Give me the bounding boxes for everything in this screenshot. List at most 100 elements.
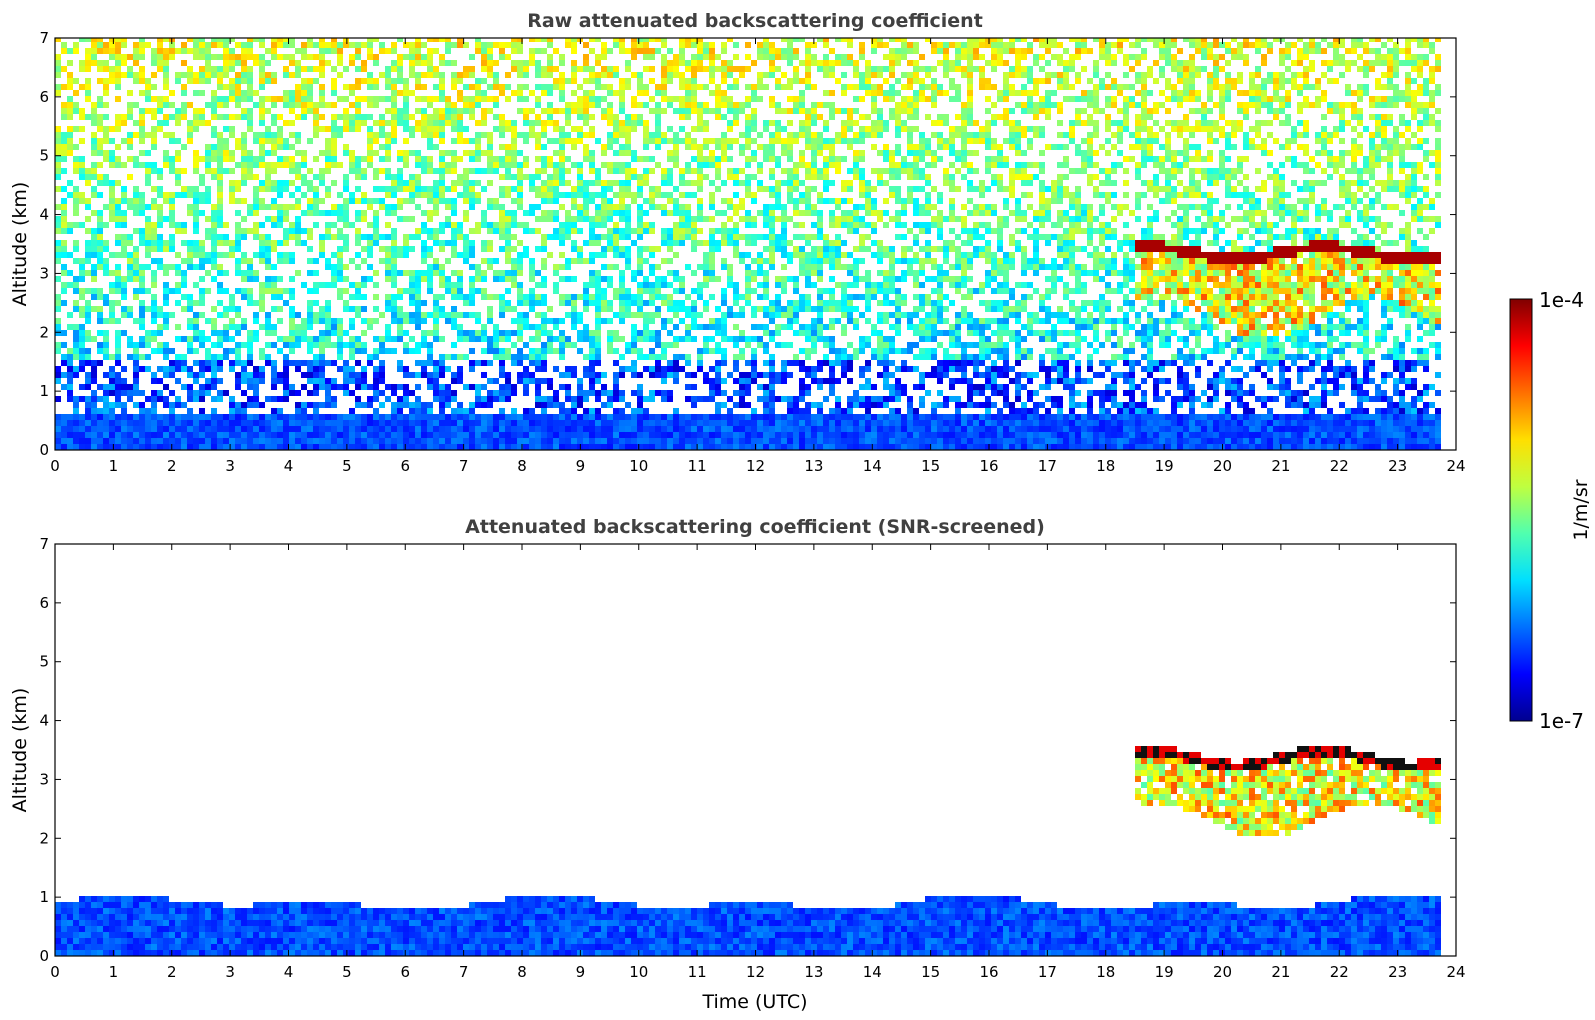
heatmap-cell bbox=[217, 264, 223, 270]
heatmap-cell bbox=[613, 168, 619, 174]
heatmap-cell bbox=[247, 396, 253, 402]
heatmap-cell bbox=[295, 228, 301, 234]
heatmap-cell bbox=[157, 126, 163, 132]
heatmap-cell bbox=[109, 444, 115, 450]
heatmap-cell bbox=[637, 72, 643, 78]
heatmap-cell bbox=[643, 198, 649, 204]
heatmap-cell bbox=[403, 246, 409, 252]
heatmap-cell bbox=[337, 264, 343, 270]
heatmap-cell bbox=[79, 126, 85, 132]
heatmap-cell bbox=[739, 306, 745, 312]
heatmap-cell bbox=[151, 372, 157, 378]
heatmap-cell bbox=[487, 180, 493, 186]
heatmap-cell bbox=[109, 186, 115, 192]
heatmap-cell bbox=[343, 372, 349, 378]
heatmap-cell bbox=[613, 294, 619, 300]
heatmap-cell bbox=[145, 306, 151, 312]
heatmap-cell bbox=[427, 252, 433, 258]
heatmap-cell bbox=[619, 108, 625, 114]
heatmap-cell bbox=[571, 420, 577, 426]
heatmap-cell bbox=[727, 444, 733, 450]
heatmap-cell bbox=[139, 288, 145, 294]
heatmap-cell bbox=[703, 276, 709, 282]
heatmap-cell bbox=[565, 216, 571, 222]
heatmap-cell bbox=[745, 288, 751, 294]
heatmap-cell bbox=[619, 150, 625, 156]
heatmap-cell bbox=[409, 48, 415, 54]
heatmap-cell bbox=[595, 354, 601, 360]
heatmap-cell bbox=[463, 420, 469, 426]
heatmap-cell bbox=[709, 48, 715, 54]
heatmap-cell bbox=[637, 216, 643, 222]
heatmap-cell bbox=[739, 396, 745, 402]
heatmap-cell bbox=[715, 360, 721, 366]
heatmap-cell bbox=[163, 372, 169, 378]
heatmap-cell bbox=[55, 150, 61, 156]
heatmap-cell bbox=[61, 210, 67, 216]
heatmap-cell bbox=[397, 72, 403, 78]
heatmap-cell bbox=[757, 414, 763, 420]
heatmap-cell bbox=[481, 66, 487, 72]
heatmap-cell bbox=[763, 246, 769, 252]
heatmap-cell bbox=[625, 288, 631, 294]
heatmap-cell bbox=[619, 420, 625, 426]
heatmap-cell bbox=[277, 432, 283, 438]
heatmap-cell bbox=[487, 168, 493, 174]
heatmap-cell bbox=[217, 222, 223, 228]
heatmap-cell bbox=[109, 306, 115, 312]
heatmap-cell bbox=[151, 432, 157, 438]
heatmap-cell bbox=[373, 318, 379, 324]
heatmap-cell bbox=[463, 252, 469, 258]
heatmap-cell bbox=[667, 396, 673, 402]
heatmap-cell bbox=[421, 108, 427, 114]
heatmap-cell bbox=[595, 360, 601, 366]
heatmap-cell bbox=[607, 138, 613, 144]
heatmap-cell bbox=[163, 288, 169, 294]
heatmap-cell bbox=[67, 438, 73, 444]
heatmap-cell bbox=[445, 96, 451, 102]
heatmap-cell bbox=[79, 396, 85, 402]
heatmap-cell bbox=[469, 294, 475, 300]
heatmap-cell bbox=[349, 444, 355, 450]
heatmap-cell bbox=[769, 264, 775, 270]
heatmap-cell bbox=[679, 60, 685, 66]
heatmap-cell bbox=[457, 336, 463, 342]
heatmap-cell bbox=[439, 426, 445, 432]
heatmap-cell bbox=[241, 174, 247, 180]
heatmap-cell bbox=[271, 72, 277, 78]
heatmap-cell bbox=[277, 180, 283, 186]
heatmap-cell bbox=[97, 408, 103, 414]
heatmap-cell bbox=[709, 156, 715, 162]
heatmap-cell bbox=[445, 282, 451, 288]
heatmap-cell bbox=[421, 252, 427, 258]
heatmap-cell bbox=[331, 38, 337, 42]
heatmap-cell bbox=[109, 156, 115, 162]
heatmap-cell bbox=[307, 402, 313, 408]
heatmap-cell bbox=[547, 180, 553, 186]
heatmap-cell bbox=[169, 132, 175, 138]
heatmap-cell bbox=[73, 336, 79, 342]
heatmap-cell bbox=[385, 258, 391, 264]
heatmap-cell bbox=[517, 336, 523, 342]
heatmap-cell bbox=[181, 102, 187, 108]
heatmap-cell bbox=[157, 396, 163, 402]
heatmap-cell bbox=[445, 186, 451, 192]
heatmap-cell bbox=[145, 342, 151, 348]
heatmap-cell bbox=[751, 126, 757, 132]
heatmap-cell bbox=[613, 180, 619, 186]
heatmap-cell bbox=[445, 108, 451, 114]
heatmap-cell bbox=[259, 42, 265, 48]
heatmap-cell bbox=[61, 288, 67, 294]
heatmap-cell bbox=[547, 432, 553, 438]
heatmap-cell bbox=[127, 252, 133, 258]
heatmap-cell bbox=[589, 372, 595, 378]
heatmap-cell bbox=[349, 426, 355, 432]
heatmap-cell bbox=[691, 144, 697, 150]
heatmap-cell bbox=[469, 402, 475, 408]
heatmap-cell bbox=[223, 114, 229, 120]
heatmap-cell bbox=[577, 126, 583, 132]
heatmap-cell bbox=[511, 444, 517, 450]
heatmap-cell bbox=[643, 258, 649, 264]
heatmap-cell bbox=[355, 420, 361, 426]
heatmap-cell bbox=[283, 396, 289, 402]
